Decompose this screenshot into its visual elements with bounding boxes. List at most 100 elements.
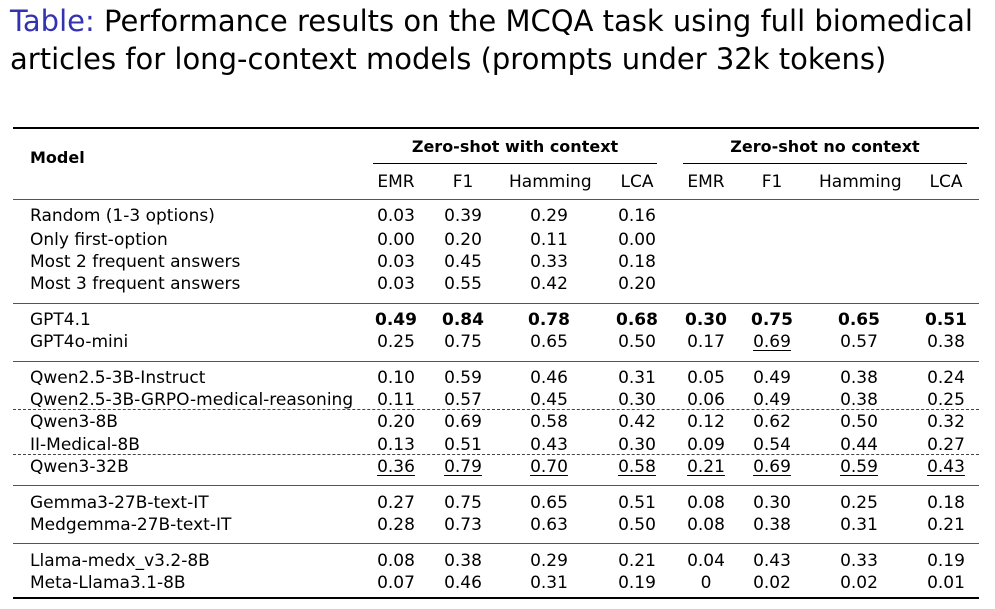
metric-header: Hamming <box>509 172 592 192</box>
metric-value: 0.43 <box>530 435 568 455</box>
metric-value: 0.38 <box>444 551 482 571</box>
metric-value: 0.18 <box>618 252 656 272</box>
metric-value: 0.55 <box>444 274 482 294</box>
metric-value: 0.78 <box>528 310 570 330</box>
metric-value: 0.07 <box>377 573 415 593</box>
dashed-rule-1 <box>13 409 979 410</box>
model-name: Qwen3-32B <box>30 457 129 477</box>
metric-value: 0.38 <box>927 332 965 352</box>
group-rule-1 <box>13 303 979 304</box>
metric-value: 0.45 <box>444 252 482 272</box>
metric-value: 0 <box>700 573 712 593</box>
metric-header: LCA <box>929 172 963 192</box>
metric-value: 0.27 <box>927 435 965 455</box>
cmidrule-no-context <box>683 163 967 164</box>
metric-value: 0.38 <box>840 368 878 388</box>
metric-value: 0.50 <box>840 412 878 432</box>
metric-value: 0.03 <box>377 252 415 272</box>
metric-value: 0.33 <box>530 252 568 272</box>
metric-value: 0.36 <box>377 457 415 477</box>
metric-value: 0.51 <box>444 435 482 455</box>
metric-header: F1 <box>761 172 783 192</box>
metric-value: 0.00 <box>377 230 415 250</box>
metric-value: 0.70 <box>530 457 568 477</box>
caption-text: Performance results on the MCQA task usi… <box>10 4 973 76</box>
metric-header: EMR <box>377 172 415 192</box>
bottom-rule <box>13 597 979 599</box>
metric-header: EMR <box>687 172 725 192</box>
caption-label: Table: <box>10 4 95 38</box>
model-name: Random (1-3 options) <box>30 206 215 226</box>
metric-value: 0.65 <box>530 493 568 513</box>
metric-value: 0.49 <box>375 310 417 330</box>
model-name: Only first-option <box>30 230 168 250</box>
metric-value: 0.57 <box>840 332 878 352</box>
metric-value: 0.42 <box>618 412 656 432</box>
metric-value: 0.20 <box>618 274 656 294</box>
metric-value: 0.12 <box>687 412 725 432</box>
metric-value: 0.30 <box>685 310 727 330</box>
metric-value: 0.21 <box>927 515 965 535</box>
metric-value: 0.58 <box>530 412 568 432</box>
metric-value: 0.21 <box>687 457 725 477</box>
metric-value: 0.30 <box>753 493 791 513</box>
metric-value: 0.01 <box>927 573 965 593</box>
metric-value: 0.43 <box>753 551 791 571</box>
metric-value: 0.27 <box>377 493 415 513</box>
model-name: Qwen2.5-3B-GRPO-medical-reasoning <box>30 390 354 410</box>
model-name: Most 2 frequent answers <box>30 252 241 272</box>
metric-value: 0.08 <box>687 493 725 513</box>
metric-value: 0.57 <box>444 390 482 410</box>
metric-value: 0.28 <box>377 515 415 535</box>
group-rule-3 <box>13 485 979 486</box>
cmidrule-with-context <box>373 163 657 164</box>
model-name: GPT4o-mini <box>30 332 129 352</box>
metric-value: 0.46 <box>444 573 482 593</box>
group-header-with-context: Zero-shot with context <box>411 137 619 156</box>
model-name: Meta-Llama3.1-8B <box>30 573 186 593</box>
metric-value: 0.31 <box>530 573 568 593</box>
metric-value: 0.84 <box>442 310 484 330</box>
metric-value: 0.39 <box>444 206 482 226</box>
metric-value: 0.04 <box>687 551 725 571</box>
model-name: Medgemma-27B-text-IT <box>30 515 232 535</box>
metric-value: 0.21 <box>618 551 656 571</box>
metric-value: 0.50 <box>618 332 656 352</box>
metric-value: 0.30 <box>618 435 656 455</box>
metric-value: 0.03 <box>377 274 415 294</box>
metric-value: 0.73 <box>444 515 482 535</box>
metric-value: 0.20 <box>444 230 482 250</box>
metric-value: 0.25 <box>377 332 415 352</box>
metric-value: 0.18 <box>927 493 965 513</box>
metric-value: 0.69 <box>753 332 791 352</box>
metric-value: 0.31 <box>840 515 878 535</box>
metric-value: 0.75 <box>444 493 482 513</box>
metric-value: 0.31 <box>618 368 656 388</box>
metric-value: 0.09 <box>687 435 725 455</box>
metric-value: 0.42 <box>530 274 568 294</box>
metric-value: 0.24 <box>927 368 965 388</box>
metric-value: 0.25 <box>840 493 878 513</box>
metric-value: 0.69 <box>753 457 791 477</box>
metric-value: 0.13 <box>377 435 415 455</box>
metric-value: 0.51 <box>618 493 656 513</box>
metric-value: 0.25 <box>927 390 965 410</box>
metric-value: 0.65 <box>530 332 568 352</box>
metric-value: 0.38 <box>840 390 878 410</box>
metric-value: 0.10 <box>377 368 415 388</box>
table-caption: Table: Performance results on the MCQA t… <box>10 2 985 78</box>
model-name: Llama-medx_v3.2-8B <box>30 551 210 571</box>
model-name: Qwen3-8B <box>30 412 118 432</box>
metric-value: 0.54 <box>753 435 791 455</box>
metric-value: 0.33 <box>840 551 878 571</box>
metric-value: 0.75 <box>751 310 793 330</box>
model-name: Gemma3-27B-text-IT <box>30 493 209 513</box>
metric-value: 0.29 <box>530 551 568 571</box>
metric-value: 0.17 <box>687 332 725 352</box>
metric-value: 0.49 <box>753 390 791 410</box>
metric-value: 0.65 <box>838 310 880 330</box>
metric-value: 0.29 <box>530 206 568 226</box>
metric-value: 0.30 <box>618 390 656 410</box>
header-rule <box>13 199 979 200</box>
dashed-rule-2 <box>13 454 979 455</box>
